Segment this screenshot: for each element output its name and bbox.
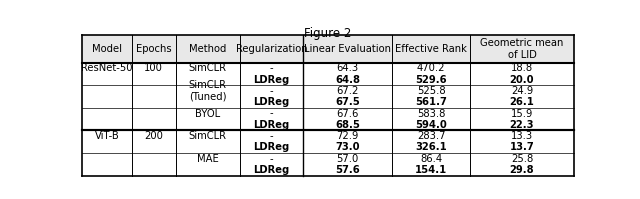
Text: -: - xyxy=(269,86,273,96)
Text: ResNet-50: ResNet-50 xyxy=(81,63,132,73)
Text: LDReg: LDReg xyxy=(253,120,290,130)
Text: ViT-B: ViT-B xyxy=(95,131,120,141)
Text: -: - xyxy=(269,131,273,141)
Text: -: - xyxy=(269,108,273,119)
Text: LDReg: LDReg xyxy=(253,165,290,175)
Text: 154.1: 154.1 xyxy=(415,165,447,175)
Text: 57.6: 57.6 xyxy=(335,165,360,175)
Text: -: - xyxy=(269,154,273,164)
Text: 26.1: 26.1 xyxy=(509,97,534,107)
Text: LDReg: LDReg xyxy=(253,97,290,107)
Text: 24.9: 24.9 xyxy=(511,86,533,96)
Text: Method: Method xyxy=(189,44,227,54)
Text: 15.9: 15.9 xyxy=(511,108,533,119)
Text: 529.6: 529.6 xyxy=(415,75,447,85)
Text: 64.3: 64.3 xyxy=(337,63,358,73)
Text: MAE: MAE xyxy=(197,154,219,164)
Text: Epochs: Epochs xyxy=(136,44,172,54)
Text: 13.3: 13.3 xyxy=(511,131,533,141)
Text: 583.8: 583.8 xyxy=(417,108,445,119)
Text: 67.6: 67.6 xyxy=(337,108,359,119)
Text: 73.0: 73.0 xyxy=(335,142,360,152)
Text: Geometric mean
of LID: Geometric mean of LID xyxy=(480,38,564,60)
Text: Regularization: Regularization xyxy=(236,44,307,54)
Text: 100: 100 xyxy=(144,63,163,73)
Text: SimCLR: SimCLR xyxy=(189,63,227,73)
Text: SimCLR
(Tuned): SimCLR (Tuned) xyxy=(189,80,227,102)
Text: BYOL: BYOL xyxy=(195,108,220,119)
Text: 64.8: 64.8 xyxy=(335,75,360,85)
Text: 57.0: 57.0 xyxy=(337,154,359,164)
Text: -: - xyxy=(269,63,273,73)
Text: 29.8: 29.8 xyxy=(509,165,534,175)
Text: 18.8: 18.8 xyxy=(511,63,533,73)
Text: Figure 2: Figure 2 xyxy=(304,27,352,40)
Text: LDReg: LDReg xyxy=(253,142,290,152)
Text: 283.7: 283.7 xyxy=(417,131,445,141)
Text: 326.1: 326.1 xyxy=(415,142,447,152)
Text: 68.5: 68.5 xyxy=(335,120,360,130)
Text: 20.0: 20.0 xyxy=(509,75,534,85)
Text: LDReg: LDReg xyxy=(253,75,290,85)
Text: 25.8: 25.8 xyxy=(511,154,533,164)
Text: 470.2: 470.2 xyxy=(417,63,445,73)
Text: 13.7: 13.7 xyxy=(509,142,534,152)
Text: SimCLR: SimCLR xyxy=(189,131,227,141)
Text: 67.2: 67.2 xyxy=(337,86,359,96)
Text: 200: 200 xyxy=(144,131,163,141)
Text: 561.7: 561.7 xyxy=(415,97,447,107)
Text: 67.5: 67.5 xyxy=(335,97,360,107)
Text: Effective Rank: Effective Rank xyxy=(395,44,467,54)
Text: Linear Evaluation: Linear Evaluation xyxy=(304,44,391,54)
Text: 22.3: 22.3 xyxy=(509,120,534,130)
Text: 72.9: 72.9 xyxy=(337,131,359,141)
Text: 594.0: 594.0 xyxy=(415,120,447,130)
Text: Model: Model xyxy=(92,44,122,54)
Text: 525.8: 525.8 xyxy=(417,86,445,96)
Text: 86.4: 86.4 xyxy=(420,154,442,164)
